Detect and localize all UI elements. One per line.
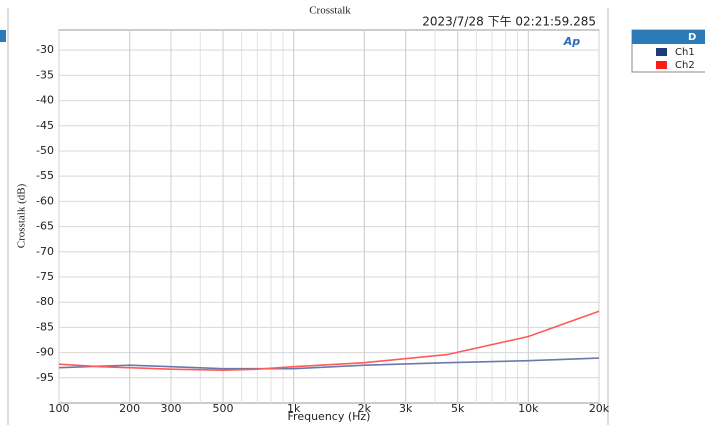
- logo: Ap: [563, 35, 581, 48]
- x-axis-label: Frequency (Hz): [288, 410, 371, 423]
- timestamp: 2023/7/28 下午 02:21:59.285: [422, 15, 596, 29]
- y-tick-label: -65: [36, 220, 54, 233]
- y-tick-label: -85: [36, 320, 54, 333]
- y-tick-label: -45: [36, 119, 54, 132]
- x-tick-label: 300: [160, 402, 181, 415]
- x-tick-label: 3k: [399, 402, 413, 415]
- y-tick-label: -70: [36, 245, 54, 258]
- legend-swatch: [656, 48, 667, 56]
- legend-title: D: [688, 32, 696, 43]
- legend-swatch: [656, 61, 667, 69]
- y-tick-label: -30: [36, 43, 54, 56]
- y-tick-label: -40: [36, 94, 54, 107]
- x-tick-label: 200: [119, 402, 140, 415]
- legend-header: [632, 30, 705, 44]
- series-line: [58, 310, 600, 372]
- x-tick-label: 2k: [358, 402, 372, 415]
- x-tick-label: 500: [213, 402, 234, 415]
- x-tick-label: 20k: [589, 402, 610, 415]
- y-tick-label: -80: [36, 295, 54, 308]
- y-tick-label: -50: [36, 144, 54, 157]
- chart-title: Crosstalk: [309, 5, 351, 17]
- y-tick-label: -95: [36, 371, 54, 384]
- legend-label: Ch1: [675, 47, 695, 58]
- legend-label: Ch2: [675, 60, 695, 71]
- y-tick-label: -60: [36, 194, 54, 207]
- y-tick-label: -35: [36, 68, 54, 81]
- x-tick-label: 5k: [451, 402, 465, 415]
- y-axis-label: Crosstalk (dB): [16, 183, 28, 248]
- y-tick-label: -90: [36, 346, 54, 359]
- x-tick-label: 100: [49, 402, 70, 415]
- side-tab: [0, 30, 6, 42]
- x-tick-label: 1k: [287, 402, 301, 415]
- y-tick-label: -75: [36, 270, 54, 283]
- y-tick-label: -55: [36, 169, 54, 182]
- x-tick-label: 10k: [518, 402, 539, 415]
